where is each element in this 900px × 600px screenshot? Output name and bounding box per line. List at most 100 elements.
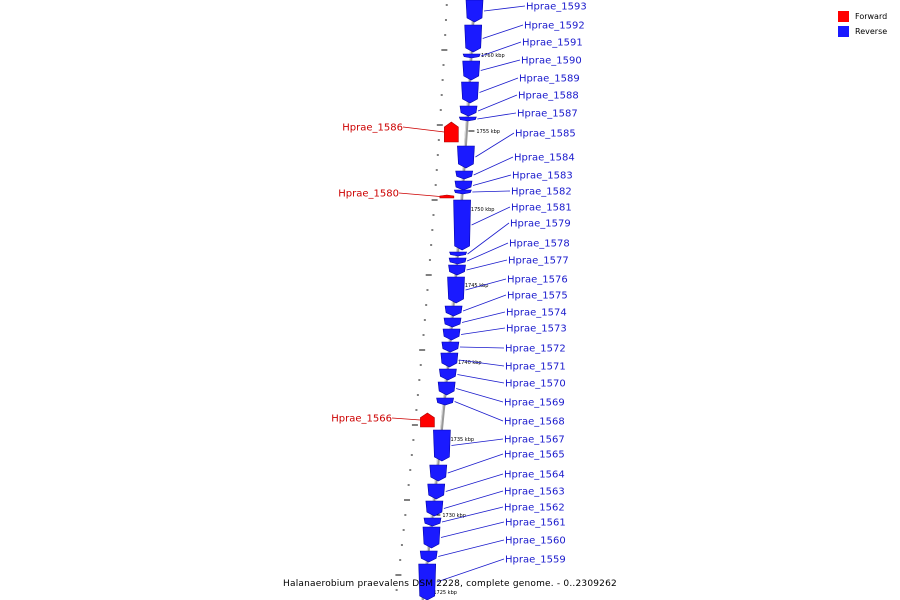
gene-leader-line xyxy=(477,112,517,120)
gene-label-hprae-1588[interactable]: Hprae_1588 xyxy=(518,91,579,102)
gene-leader-line xyxy=(454,401,504,422)
gene-label-hprae-1569[interactable]: Hprae_1569 xyxy=(504,398,565,409)
gene-arrow-hprae-1574[interactable] xyxy=(443,317,462,328)
legend-label-reverse: Reverse xyxy=(855,27,888,36)
gene-leader-line xyxy=(465,278,507,291)
gene-label-hprae-1572[interactable]: Hprae_1572 xyxy=(505,344,566,355)
gene-leader-line xyxy=(466,242,509,262)
gene-leader-line xyxy=(451,438,504,446)
gene-arrow-hprae-1567[interactable] xyxy=(433,429,451,462)
gene-label-hprae-1578[interactable]: Hprae_1578 xyxy=(509,239,570,250)
gene-label-hprae-1561[interactable]: Hprae_1561 xyxy=(505,518,566,529)
gene-label-hprae-1583[interactable]: Hprae_1583 xyxy=(512,171,573,182)
gene-arrow-hprae-1565[interactable] xyxy=(429,464,448,482)
gene-leader-line xyxy=(479,77,519,93)
gene-arrow-hprae-1576[interactable] xyxy=(447,276,465,304)
gene-leader-line xyxy=(461,311,506,323)
gene-arrow-hprae-1571[interactable] xyxy=(440,352,459,368)
gene-label-hprae-1582[interactable]: Hprae_1582 xyxy=(511,187,572,198)
gene-arrow-hprae-1559[interactable] xyxy=(418,563,437,600)
gene-arrow-hprae-1561[interactable] xyxy=(422,526,441,549)
gene-arrow-hprae-1578[interactable] xyxy=(448,257,467,265)
gene-arrow-hprae-1564[interactable] xyxy=(427,483,446,500)
gene-label-hprae-1581[interactable]: Hprae_1581 xyxy=(511,203,572,214)
gene-leader-line xyxy=(456,388,504,403)
gene-features xyxy=(418,0,484,600)
gene-label-hprae-1589[interactable]: Hprae_1589 xyxy=(519,74,580,85)
gene-arrow-hprae-1569[interactable] xyxy=(437,381,456,396)
gene-label-hprae-1575[interactable]: Hprae_1575 xyxy=(507,291,568,302)
gene-leader-line xyxy=(457,374,505,384)
gene-arrow-hprae-1570[interactable] xyxy=(439,368,457,381)
gene-leader-line xyxy=(473,156,514,176)
gene-arrow-hprae-1593[interactable] xyxy=(465,0,484,23)
gene-label-hprae-1563[interactable]: Hprae_1563 xyxy=(504,487,565,498)
coordinate-label: 1760 kbp xyxy=(481,53,505,59)
gene-labels: Hprae_1593 Hprae_1592 Hprae_1591 Hprae_1590… xyxy=(331,2,587,583)
gene-leader-line xyxy=(467,222,510,255)
coordinate-label: 1745 kbp xyxy=(465,283,489,289)
gene-label-hprae-1570[interactable]: Hprae_1570 xyxy=(505,379,566,390)
coordinate-label: 1735 kbp xyxy=(450,437,474,443)
gene-label-hprae-1573[interactable]: Hprae_1573 xyxy=(506,324,567,335)
legend-item-forward: Forward xyxy=(838,9,887,24)
gene-arrow-hprae-1586[interactable] xyxy=(444,121,459,143)
gene-label-hprae-1591[interactable]: Hprae_1591 xyxy=(522,38,583,49)
gene-arrow-hprae-1563[interactable] xyxy=(425,500,444,517)
gene-arrow-hprae-1582[interactable] xyxy=(453,189,472,195)
gene-leader-line xyxy=(459,346,505,349)
gene-label-hprae-1590[interactable]: Hprae_1590 xyxy=(521,56,582,67)
gene-label-hprae-1587[interactable]: Hprae_1587 xyxy=(517,109,578,120)
gene-arrow-hprae-1572[interactable] xyxy=(441,341,460,353)
gene-arrow-hprae-1592[interactable] xyxy=(464,24,483,53)
gene-label-hprae-1568[interactable]: Hprae_1568 xyxy=(504,417,565,428)
gene-arrow-hprae-1591[interactable] xyxy=(462,53,481,59)
gene-arrow-hprae-1590[interactable] xyxy=(462,60,481,81)
gene-leader-line xyxy=(482,24,524,39)
gene-arrow-hprae-1562[interactable] xyxy=(423,517,442,527)
gene-label-hprae-1565[interactable]: Hprae_1565 xyxy=(504,450,565,461)
gene-label-hprae-1559[interactable]: Hprae_1559 xyxy=(505,555,566,566)
gene-label-hprae-1592[interactable]: Hprae_1592 xyxy=(524,21,585,32)
gene-arrow-hprae-1583[interactable] xyxy=(454,180,473,191)
gene-arrow-hprae-1584[interactable] xyxy=(455,170,474,180)
gene-arrow-hprae-1587[interactable] xyxy=(458,116,477,122)
gene-arrow-hprae-1589[interactable] xyxy=(461,81,479,104)
gene-arrow-hprae-1585[interactable] xyxy=(457,145,475,169)
gene-leader-line xyxy=(447,453,504,474)
gene-leader-line xyxy=(443,490,504,509)
gene-label-hprae-1574[interactable]: Hprae_1574 xyxy=(506,308,567,319)
gene-label-hprae-1579[interactable]: Hprae_1579 xyxy=(510,219,571,230)
gene-leader-line xyxy=(458,359,505,367)
coordinate-label: 1755 kbp xyxy=(476,129,500,135)
gene-label-hprae-1584[interactable]: Hprae_1584 xyxy=(514,153,575,164)
gene-arrow-hprae-1588[interactable] xyxy=(459,105,478,117)
gene-arrow-hprae-1568[interactable] xyxy=(436,397,454,406)
legend-item-reverse: Reverse xyxy=(838,24,887,39)
gene-label-hprae-1576[interactable]: Hprae_1576 xyxy=(507,275,568,286)
gene-label-hprae-1567[interactable]: Hprae_1567 xyxy=(504,435,565,446)
gene-label-hprae-1571[interactable]: Hprae_1571 xyxy=(505,362,566,373)
gene-label-hprae-1564[interactable]: Hprae_1564 xyxy=(504,470,565,481)
gene-leader-line xyxy=(402,126,445,133)
gene-leader-line xyxy=(480,59,521,71)
gene-label-hprae-1562[interactable]: Hprae_1562 xyxy=(504,503,565,514)
gene-arrow-hprae-1566[interactable] xyxy=(420,412,435,428)
gene-arrow-hprae-1573[interactable] xyxy=(442,328,461,341)
gene-label-hprae-1560[interactable]: Hprae_1560 xyxy=(505,536,566,547)
gene-leader-line xyxy=(440,521,505,538)
gene-label-hprae-1577[interactable]: Hprae_1577 xyxy=(508,256,569,267)
gene-arrow-hprae-1581[interactable] xyxy=(453,199,471,251)
gene-label-hprae-1593[interactable]: Hprae_1593 xyxy=(526,2,587,13)
gene-arrow-hprae-1580[interactable] xyxy=(439,194,455,199)
gene-label-hprae-1585[interactable]: Hprae_1585 xyxy=(515,129,576,140)
gene-label-hprae-1586[interactable]: Hprae_1586 xyxy=(342,123,403,134)
gene-arrow-hprae-1560[interactable] xyxy=(419,550,438,563)
gene-label-hprae-1580[interactable]: Hprae_1580 xyxy=(338,189,399,200)
gene-arrow-hprae-1579[interactable] xyxy=(449,251,468,257)
legend-label-forward: Forward xyxy=(855,12,888,21)
gene-arrow-hprae-1575[interactable] xyxy=(444,305,463,317)
gene-label-hprae-1566[interactable]: Hprae_1566 xyxy=(331,414,392,425)
gene-arrow-hprae-1577[interactable] xyxy=(448,264,466,276)
coordinate-label: 1740 kbp xyxy=(458,360,482,366)
